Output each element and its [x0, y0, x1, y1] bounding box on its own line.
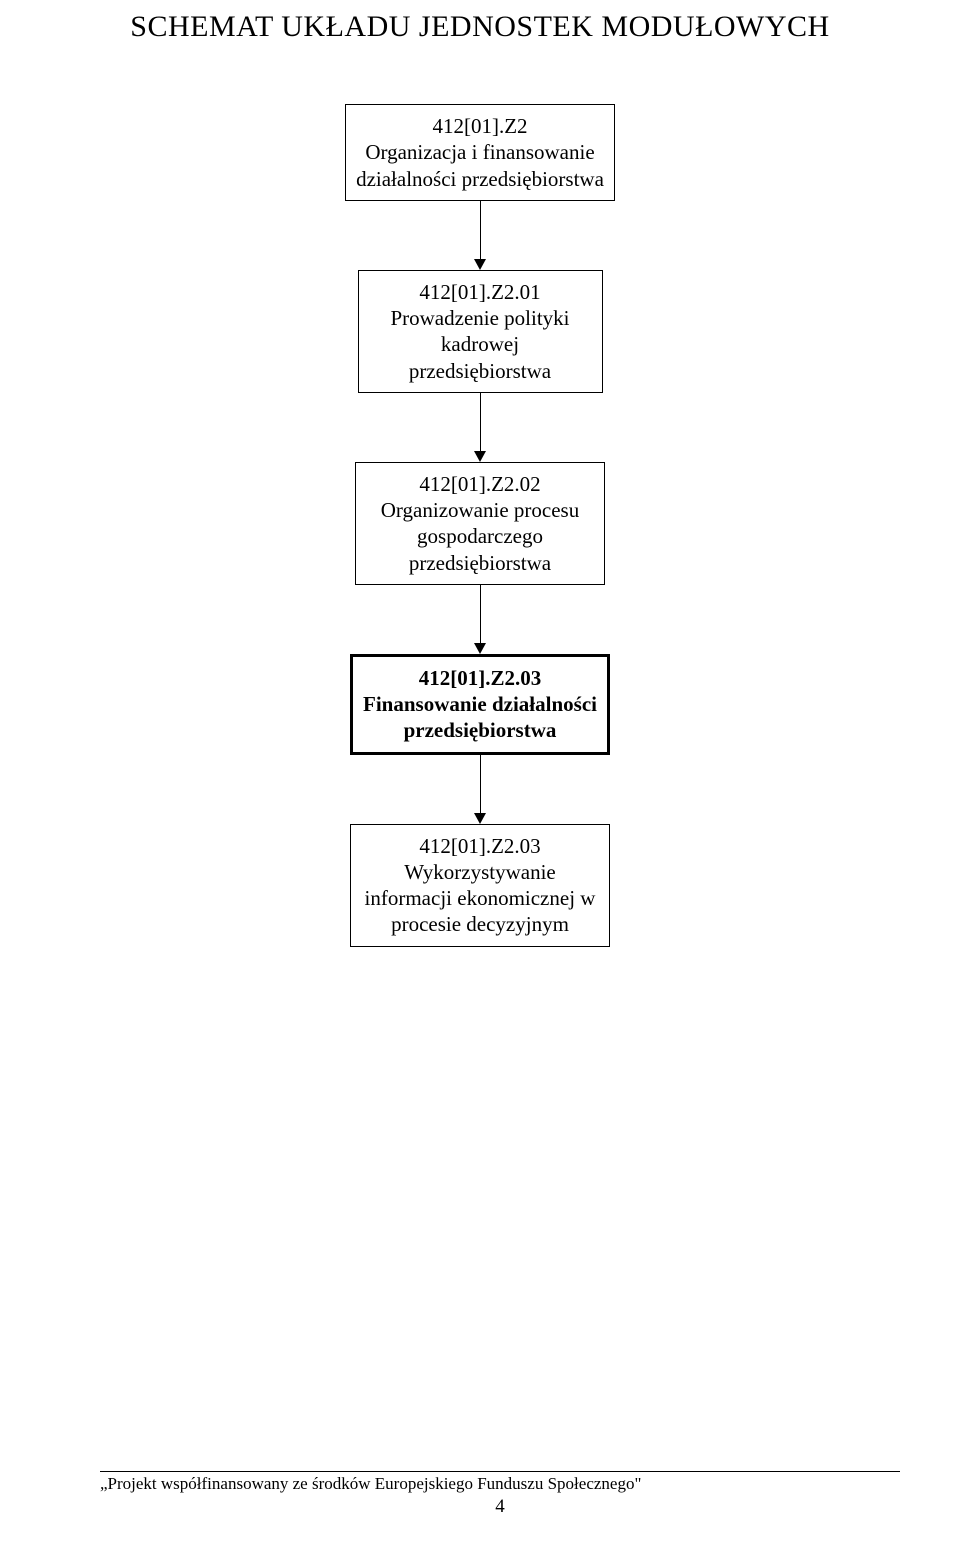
node-label: Prowadzenie polityki kadrowej przedsiębi… [369, 305, 592, 384]
arrow-head-icon [474, 451, 486, 462]
arrow-shaft [480, 585, 481, 644]
diagram-title: SCHEMAT UKŁADU JEDNOSTEK MODUŁOWYCH [0, 10, 960, 44]
page: SCHEMAT UKŁADU JEDNOSTEK MODUŁOWYCH 412[… [0, 0, 960, 1546]
node-label: Organizowanie procesu gospodarczego prze… [366, 497, 594, 576]
flow-node: 412[01].Z2.01Prowadzenie polityki kadrow… [358, 270, 603, 393]
flow-node: 412[01].Z2.02Organizowanie procesu gospo… [355, 462, 605, 585]
footer-text: „Projekt współfinansowany ze środków Eur… [100, 1474, 900, 1494]
arrow-head-icon [474, 643, 486, 654]
page-number: 4 [100, 1496, 900, 1518]
flow-arrow [474, 393, 486, 462]
arrow-head-icon [474, 259, 486, 270]
page-footer: „Projekt współfinansowany ze środków Eur… [100, 1471, 900, 1518]
node-code: 412[01].Z2.02 [366, 471, 594, 497]
flow-arrow [474, 755, 486, 824]
node-code: 412[01].Z2.01 [369, 279, 592, 305]
flow-node: 412[01].Z2Organizacja i finansowanie dzi… [345, 104, 615, 201]
node-code: 412[01].Z2.03 [361, 833, 599, 859]
node-code: 412[01].Z2 [356, 113, 604, 139]
flowchart: 412[01].Z2Organizacja i finansowanie dzi… [0, 104, 960, 947]
footer-divider [100, 1471, 900, 1472]
flow-node: 412[01].Z2.03Finansowanie działalności p… [350, 654, 610, 755]
flow-arrow [474, 201, 486, 270]
arrow-head-icon [474, 813, 486, 824]
arrow-shaft [480, 755, 481, 814]
flow-node: 412[01].Z2.03Wykorzystywanie informacji … [350, 824, 610, 947]
node-label: Finansowanie działalności przedsiębiorst… [363, 691, 597, 744]
node-label: Organizacja i finansowanie działalności … [356, 139, 604, 192]
flow-arrow [474, 585, 486, 654]
arrow-shaft [480, 201, 481, 260]
node-code: 412[01].Z2.03 [363, 665, 597, 691]
arrow-shaft [480, 393, 481, 452]
node-label: Wykorzystywanie informacji ekonomicznej … [361, 859, 599, 938]
